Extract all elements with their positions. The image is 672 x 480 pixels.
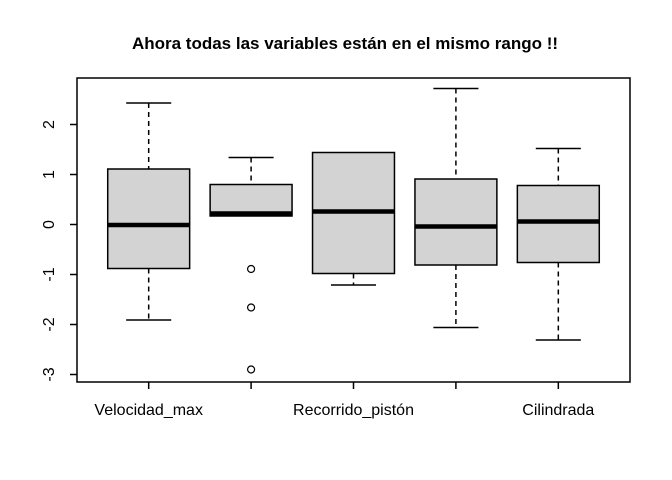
plot-area: -3 -2 -1 0 1 2 Velocidad_max Recorrido_pistón Ci… bbox=[41, 77, 631, 419]
y-axis-tick-label: 2 bbox=[41, 120, 58, 129]
x-axis-tick-label: Velocidad_max bbox=[94, 402, 203, 419]
y-axis-tick-label: -2 bbox=[41, 317, 58, 331]
y-axis-tick-label: -3 bbox=[41, 367, 58, 381]
y-axis-tick-label: 1 bbox=[41, 170, 58, 179]
outlier-point bbox=[246, 303, 256, 312]
box-iqr bbox=[516, 184, 601, 264]
y-axis-tick-label: 0 bbox=[41, 220, 58, 229]
outlier-point bbox=[246, 264, 256, 274]
x-axis-tick-label: Recorrido_pistón bbox=[293, 402, 414, 419]
outlier-point bbox=[246, 365, 256, 374]
box-iqr bbox=[414, 178, 498, 266]
box-iqr bbox=[106, 168, 191, 270]
box-iqr bbox=[209, 183, 293, 217]
chart-title: Ahora todas las variables están en el mi… bbox=[132, 34, 558, 53]
y-axis-tick-label: -1 bbox=[41, 267, 58, 281]
x-axis-tick-label: Cilindrada bbox=[522, 402, 594, 419]
